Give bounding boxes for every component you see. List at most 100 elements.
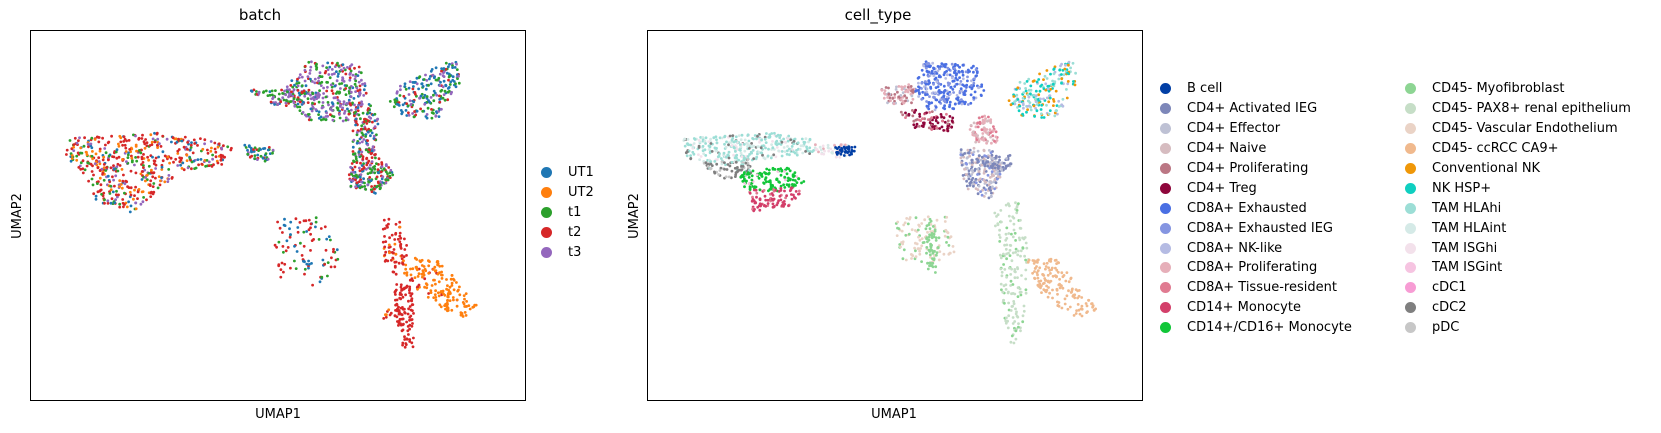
legend-marker	[1405, 103, 1416, 115]
scatter-point	[356, 89, 360, 92]
scatter-point	[1063, 297, 1067, 301]
scatter-point	[974, 181, 978, 185]
scatter-point	[931, 251, 935, 255]
scatter-point	[378, 183, 382, 187]
scatter-point	[719, 157, 723, 160]
scatter-point	[936, 246, 940, 250]
scatter-point	[341, 76, 344, 79]
scatter-point	[94, 197, 98, 201]
scatter-point	[986, 156, 990, 160]
scatter-point	[140, 178, 144, 181]
legend-marker	[1405, 83, 1416, 95]
scatter-point	[930, 116, 934, 119]
scatter-point	[127, 186, 131, 190]
legend-marker	[1405, 123, 1416, 135]
scatter-point	[411, 309, 414, 312]
scatter-point	[422, 273, 426, 277]
scatter-point	[1032, 93, 1036, 97]
scatter-point	[1008, 266, 1011, 270]
scatter-point	[974, 125, 978, 129]
scatter-point	[399, 88, 402, 92]
scatter-point	[755, 155, 759, 159]
scatter-point	[320, 106, 324, 110]
scatter-point	[360, 164, 364, 167]
scatter-point	[448, 285, 452, 289]
scatter-point	[104, 169, 108, 172]
scatter-point	[351, 150, 355, 153]
scatter-point	[303, 92, 307, 95]
scatter-point	[915, 122, 919, 126]
scatter-point	[111, 190, 115, 194]
scatter-point	[422, 271, 425, 275]
scatter-point	[349, 69, 353, 73]
scatter-point	[452, 80, 456, 83]
scatter-point	[693, 138, 697, 141]
scatter-point	[352, 138, 356, 142]
scatter-point	[751, 137, 754, 140]
scatter-point	[755, 195, 758, 199]
scatter-point	[1036, 261, 1039, 264]
scatter-point	[715, 162, 719, 166]
scatter-point	[463, 311, 467, 314]
scatter-point	[77, 166, 81, 169]
scatter-point	[190, 167, 193, 171]
scatter-point	[408, 285, 412, 289]
scatter-point	[411, 345, 415, 349]
scatter-point	[413, 110, 416, 113]
scatter-point	[979, 158, 983, 162]
scatter-point	[891, 97, 895, 100]
scatter-point	[424, 269, 428, 273]
scatter-point	[973, 77, 976, 81]
scatter-point	[1011, 251, 1015, 255]
scatter-point	[266, 148, 270, 152]
scatter-point	[371, 120, 374, 124]
scatter-point	[432, 76, 436, 80]
scatter-point	[787, 147, 791, 151]
scatter-point	[452, 288, 456, 292]
scatter-point	[450, 281, 454, 285]
scatter-point	[297, 91, 301, 95]
scatter-point	[934, 86, 938, 89]
scatter-point	[275, 245, 278, 249]
scatter-point	[303, 79, 307, 83]
scatter-point	[388, 100, 392, 103]
scatter-point	[1074, 288, 1078, 291]
legend-marker	[1160, 302, 1171, 314]
scatter-point	[959, 148, 963, 152]
scatter-point	[849, 151, 853, 155]
scatter-point	[725, 168, 729, 171]
scatter-point	[69, 159, 73, 163]
scatter-point	[1026, 93, 1030, 97]
scatter-point	[87, 145, 90, 149]
scatter-point	[952, 91, 955, 94]
scatter-point	[990, 141, 993, 145]
scatter-point	[1032, 259, 1036, 263]
scatter-point	[352, 97, 356, 100]
scatter-point	[271, 151, 274, 155]
scatter-point	[907, 232, 911, 236]
scatter-point	[952, 107, 956, 111]
scatter-point	[1087, 298, 1091, 302]
scatter-point	[296, 226, 300, 229]
scatter-point	[434, 289, 437, 293]
scatter-point	[347, 112, 351, 116]
scatter-point	[314, 220, 318, 224]
scatter-point	[787, 204, 790, 208]
scatter-point	[924, 82, 928, 86]
scatter-point	[786, 145, 789, 148]
scatter-point	[425, 286, 429, 290]
scatter-point	[766, 202, 770, 205]
scatter-point	[981, 121, 984, 124]
scatter-point	[302, 230, 306, 234]
scatter-point	[928, 65, 932, 69]
scatter-point	[944, 77, 948, 80]
scatter-point	[337, 64, 340, 68]
scatter-point	[324, 95, 328, 99]
legend-item-ut2: UT2	[541, 183, 594, 203]
scatter-point	[1008, 248, 1012, 252]
scatter-point	[375, 118, 379, 122]
scatter-point	[342, 66, 346, 70]
scatter-point	[768, 188, 772, 191]
scatter-point	[222, 144, 225, 148]
scatter-point	[362, 162, 365, 166]
